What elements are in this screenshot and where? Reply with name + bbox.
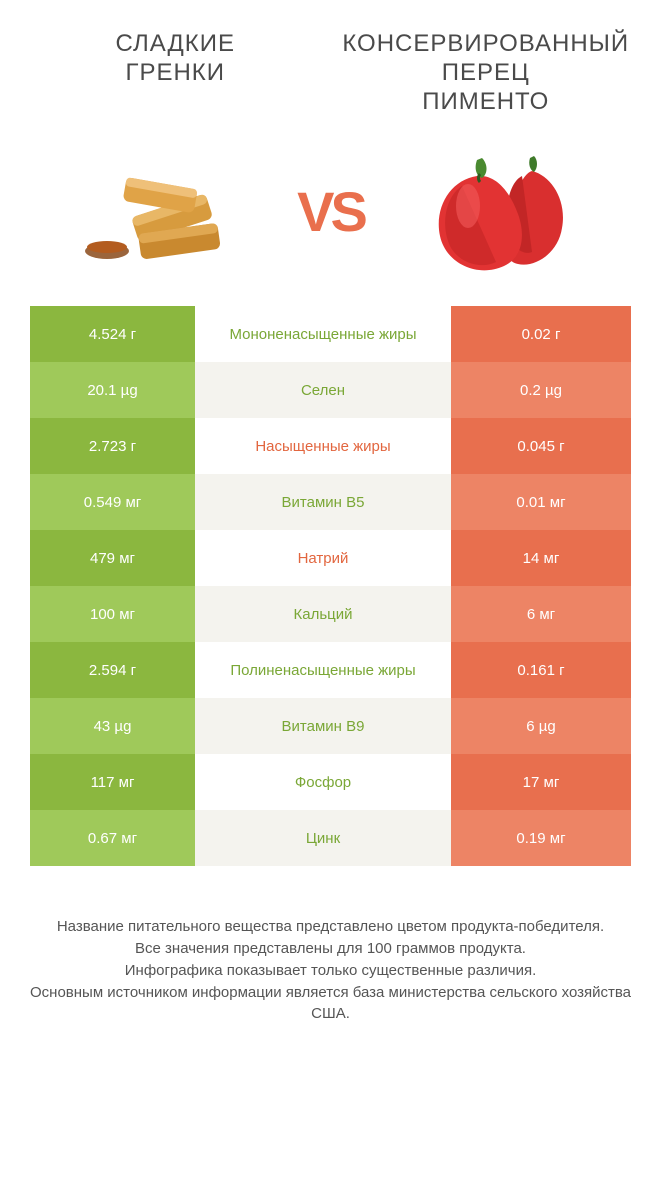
value-right: 6 µg xyxy=(451,698,631,754)
value-right: 17 мг xyxy=(451,754,631,810)
nutrient-label: Насыщенные жиры xyxy=(195,418,451,474)
value-right: 0.02 г xyxy=(451,306,631,362)
footer-note: Название питательного вещества представл… xyxy=(0,866,661,1025)
nutrient-label: Мононенасыщенные жиры xyxy=(195,306,451,362)
value-left: 43 µg xyxy=(30,698,195,754)
nutrient-label: Натрий xyxy=(195,530,451,586)
table-row: 479 мгНатрий14 мг xyxy=(30,530,631,586)
value-right: 0.01 мг xyxy=(451,474,631,530)
nutrient-label: Кальций xyxy=(195,586,451,642)
table-row: 20.1 µgСелен0.2 µg xyxy=(30,362,631,418)
nutrient-label: Селен xyxy=(195,362,451,418)
table-row: 2.723 гНасыщенные жиры0.045 г xyxy=(30,418,631,474)
food-image-right xyxy=(384,146,621,276)
value-right: 0.045 г xyxy=(451,418,631,474)
table-row: 100 мгКальций6 мг xyxy=(30,586,631,642)
hero-row: VS xyxy=(0,126,661,306)
nutrient-label: Цинк xyxy=(195,810,451,866)
title-right: КОНСЕРВИРОВАННЫЙПЕРЕЦПИМЕНТО xyxy=(331,30,642,116)
title-left: СЛАДКИЕГРЕНКИ xyxy=(20,30,331,116)
value-left: 4.524 г xyxy=(30,306,195,362)
value-left: 0.549 мг xyxy=(30,474,195,530)
food-image-left xyxy=(40,151,277,271)
value-left: 20.1 µg xyxy=(30,362,195,418)
value-left: 2.723 г xyxy=(30,418,195,474)
table-row: 2.594 гПолиненасыщенные жиры0.161 г xyxy=(30,642,631,698)
value-left: 100 мг xyxy=(30,586,195,642)
value-left: 117 мг xyxy=(30,754,195,810)
value-left: 479 мг xyxy=(30,530,195,586)
nutrient-label: Витамин B5 xyxy=(195,474,451,530)
nutrient-label: Фосфор xyxy=(195,754,451,810)
value-right: 14 мг xyxy=(451,530,631,586)
pepper-icon xyxy=(422,146,582,276)
value-right: 0.2 µg xyxy=(451,362,631,418)
table-row: 4.524 гМононенасыщенные жиры0.02 г xyxy=(30,306,631,362)
nutrient-label: Витамин B9 xyxy=(195,698,451,754)
table-row: 0.549 мгВитамин B50.01 мг xyxy=(30,474,631,530)
nutrient-label: Полиненасыщенные жиры xyxy=(195,642,451,698)
croutons-icon xyxy=(79,151,239,271)
vs-label: VS xyxy=(297,179,364,244)
table-row: 117 мгФосфор17 мг xyxy=(30,754,631,810)
value-left: 2.594 г xyxy=(30,642,195,698)
value-right: 0.19 мг xyxy=(451,810,631,866)
value-left: 0.67 мг xyxy=(30,810,195,866)
table-row: 0.67 мгЦинк0.19 мг xyxy=(30,810,631,866)
value-right: 6 мг xyxy=(451,586,631,642)
comparison-table: 4.524 гМононенасыщенные жиры0.02 г20.1 µ… xyxy=(0,306,661,866)
table-row: 43 µgВитамин B96 µg xyxy=(30,698,631,754)
value-right: 0.161 г xyxy=(451,642,631,698)
